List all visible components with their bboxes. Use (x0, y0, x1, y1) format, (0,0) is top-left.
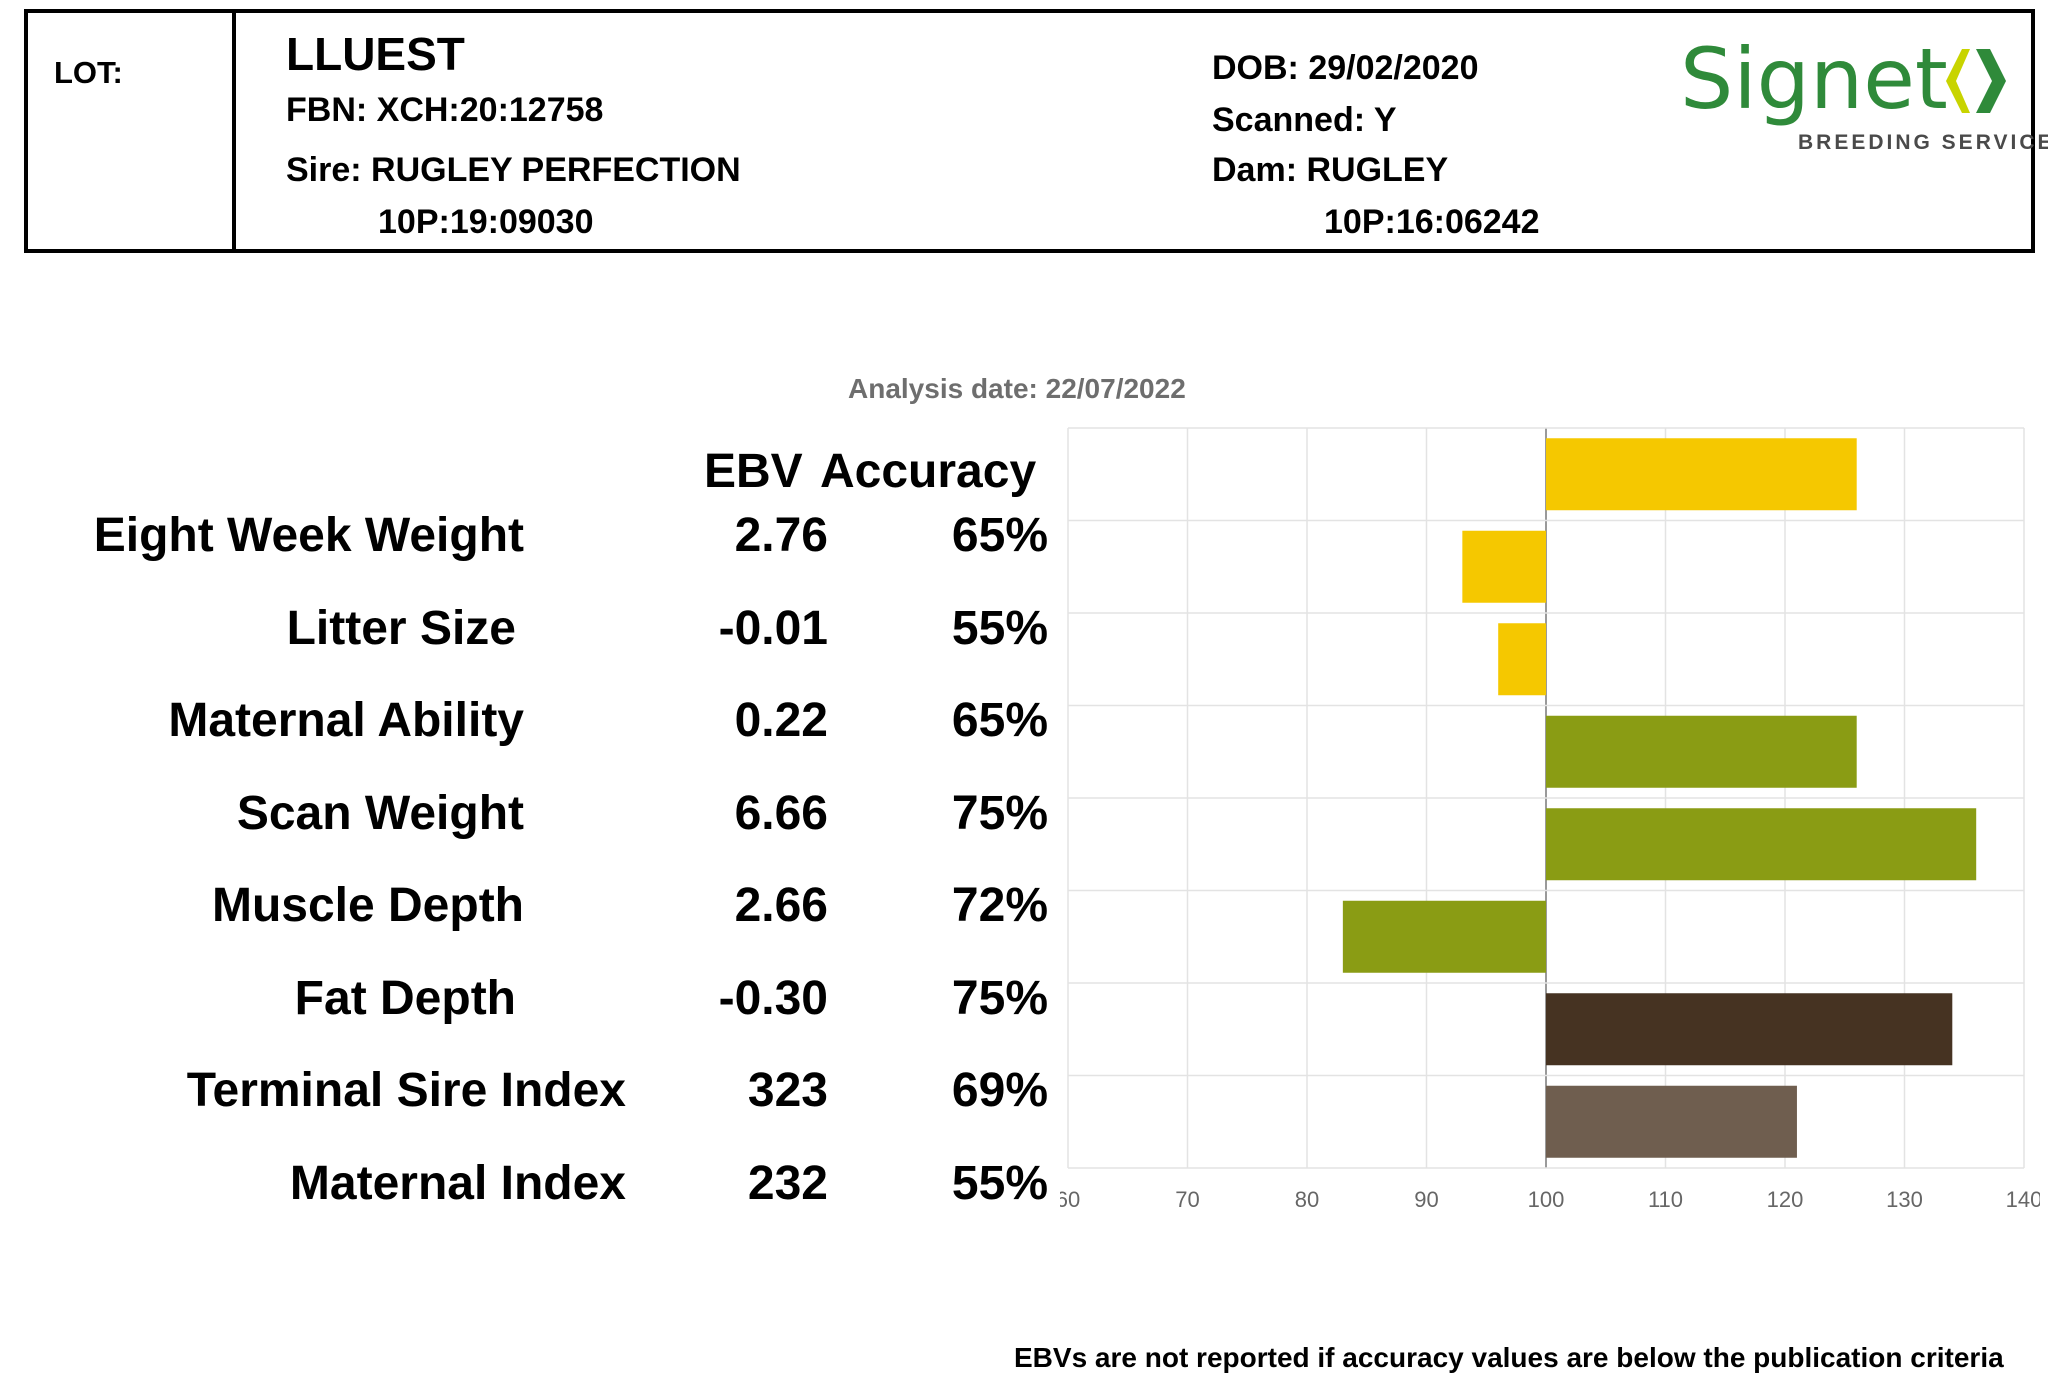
trait-label: Scan Weight (236, 786, 524, 840)
bar (1462, 530, 1546, 603)
ebv-value: 0.22 (734, 694, 828, 747)
trait-label: Maternal Index (289, 1156, 626, 1210)
sire-id: 10P:19:09030 (378, 203, 594, 241)
x-tick-label: 90 (1414, 1187, 1438, 1212)
x-tick-label: 80 (1295, 1187, 1319, 1212)
footer-note: EBVs are not reported if accuracy values… (1014, 1342, 2004, 1373)
x-tick-label: 70 (1175, 1187, 1199, 1212)
accuracy-value: 75% (951, 971, 1048, 1025)
accuracy-value: 65% (951, 694, 1048, 747)
flock-book-number: FBN: XCH:20:12758 (286, 91, 604, 129)
accuracy-value: 65% (951, 509, 1048, 562)
trait-label: Fat Depth (294, 971, 516, 1025)
bar (1546, 808, 1977, 881)
scanned-status: Scanned: Y (1212, 101, 1397, 139)
x-tick-label: 100 (1528, 1187, 1565, 1212)
accuracy-value: 75% (951, 786, 1048, 840)
bar (1498, 623, 1546, 696)
lot-label: LOT: (54, 55, 123, 90)
dam-name: Dam: RUGLEY (1212, 151, 1449, 189)
x-tick-label: 110 (1648, 1187, 1683, 1212)
ebv-value: -0.01 (718, 601, 828, 655)
x-tick-label: 60 (1060, 1187, 1080, 1212)
ebv-bar-chart: 60 70 80 90 100 110 120 130 140 (1060, 427, 2040, 1212)
animal-header: LOT: LLUEST FBN: XCH:20:12758 Sire: RUGL… (24, 9, 2048, 253)
ebv-value: 6.66 (734, 786, 828, 840)
signet-logo: Signet BREEDING SERVICES (1680, 30, 2048, 157)
ebv-value: 232 (747, 1156, 828, 1210)
analysis-date: Analysis date: 22/07/2022 (848, 373, 1186, 404)
accuracy-value: 55% (951, 601, 1048, 655)
animal-name: LLUEST (286, 28, 465, 80)
ebv-value: -0.30 (718, 971, 828, 1025)
trait-label: Litter Size (286, 601, 516, 655)
bar (1546, 1085, 1797, 1158)
lot-cell: LOT: (28, 13, 236, 249)
x-tick-label: 130 (1886, 1187, 1923, 1212)
bar (1546, 993, 1953, 1066)
accuracy-column-header: Accuracy (820, 445, 1037, 498)
trait-label: Maternal Ability (168, 694, 524, 747)
trait-label: Eight Week Weight (93, 509, 524, 562)
ebv-value: 2.76 (734, 509, 828, 562)
logo-wordmark: Signet (1680, 30, 1948, 128)
logo-subtitle: BREEDING SERVICES (1798, 131, 2048, 154)
x-tick-label: 120 (1767, 1187, 1804, 1212)
bar (1342, 900, 1546, 973)
accuracy-value: 69% (951, 1064, 1048, 1117)
bar (1546, 438, 1857, 511)
sire-name: Sire: RUGLEY PERFECTION (286, 151, 741, 189)
accuracy-value: 55% (951, 1156, 1048, 1210)
ebv-column-header: EBV (704, 445, 803, 498)
trait-label: Terminal Sire Index (186, 1064, 626, 1117)
x-tick-label: 140 (2006, 1187, 2040, 1212)
date-of-birth: DOB: 29/02/2020 (1212, 49, 1479, 87)
bar (1546, 715, 1857, 788)
chevron-logo-icon (1946, 49, 2006, 113)
dam-id: 10P:16:06242 (1324, 203, 1540, 241)
trait-label: Muscle Depth (211, 879, 524, 932)
accuracy-value: 72% (951, 879, 1048, 932)
ebv-value: 323 (747, 1064, 828, 1117)
ebv-value: 2.66 (734, 879, 828, 932)
